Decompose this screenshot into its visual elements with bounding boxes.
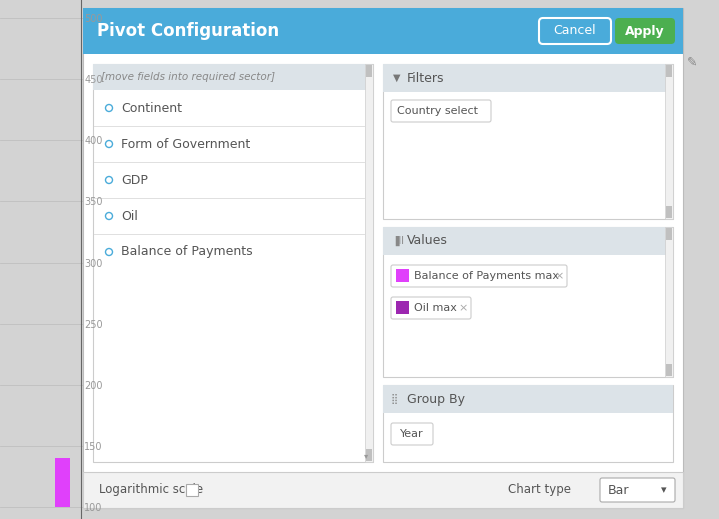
Text: Chart type: Chart type	[508, 484, 571, 497]
Bar	[83, 472, 683, 508]
Text: Continent: Continent	[121, 102, 182, 115]
Bar	[366, 65, 372, 77]
Bar	[383, 227, 673, 377]
Bar	[383, 227, 673, 255]
Text: Filters: Filters	[407, 72, 444, 85]
Text: GDP: GDP	[121, 173, 148, 186]
Bar	[665, 227, 673, 377]
Text: ×: ×	[554, 271, 564, 281]
FancyBboxPatch shape	[391, 100, 491, 122]
Text: ▾: ▾	[661, 485, 667, 495]
Text: Balance of Payments: Balance of Payments	[121, 245, 252, 258]
Text: Form of Government: Form of Government	[121, 138, 250, 151]
FancyBboxPatch shape	[391, 297, 471, 319]
Bar	[186, 484, 198, 496]
FancyBboxPatch shape	[539, 18, 611, 44]
Bar	[383, 64, 673, 92]
Text: Group By: Group By	[407, 392, 465, 405]
FancyBboxPatch shape	[391, 423, 433, 445]
Text: ▐ll: ▐ll	[391, 236, 404, 246]
FancyBboxPatch shape	[391, 265, 567, 287]
Text: Country select: Country select	[397, 106, 478, 116]
Bar	[666, 206, 672, 218]
Text: Oil max: Oil max	[414, 303, 457, 313]
Text: Oil: Oil	[121, 210, 138, 223]
Bar	[666, 65, 672, 77]
Text: Values: Values	[407, 235, 448, 248]
Bar	[666, 228, 672, 240]
Bar	[383, 64, 673, 219]
Bar	[383, 385, 673, 462]
Text: Logarithmic scale: Logarithmic scale	[99, 484, 203, 497]
Bar	[396, 269, 409, 282]
Text: ⣿: ⣿	[391, 394, 398, 404]
Text: Pivot Configuration: Pivot Configuration	[97, 22, 279, 40]
Bar	[93, 64, 373, 90]
Text: Balance of Payments max: Balance of Payments max	[414, 271, 559, 281]
Bar	[666, 364, 672, 376]
Text: ×: ×	[458, 303, 467, 313]
Bar	[55, 458, 70, 507]
Text: Cancel: Cancel	[554, 24, 596, 37]
FancyBboxPatch shape	[615, 18, 675, 44]
Text: ▼: ▼	[393, 73, 400, 83]
Text: ▾: ▾	[364, 452, 368, 460]
Text: ✎: ✎	[687, 56, 697, 69]
Bar	[83, 8, 683, 54]
FancyBboxPatch shape	[600, 478, 675, 502]
Bar	[396, 301, 409, 314]
Bar	[383, 385, 673, 413]
Bar	[365, 64, 373, 462]
Bar	[366, 449, 372, 461]
Text: Apply: Apply	[626, 24, 665, 37]
Bar	[93, 64, 373, 462]
Text: Bar: Bar	[608, 484, 630, 497]
Bar	[83, 8, 683, 508]
Text: Year: Year	[400, 429, 423, 439]
Bar	[665, 64, 673, 219]
Text: [move fields into required sector]: [move fields into required sector]	[101, 72, 275, 82]
